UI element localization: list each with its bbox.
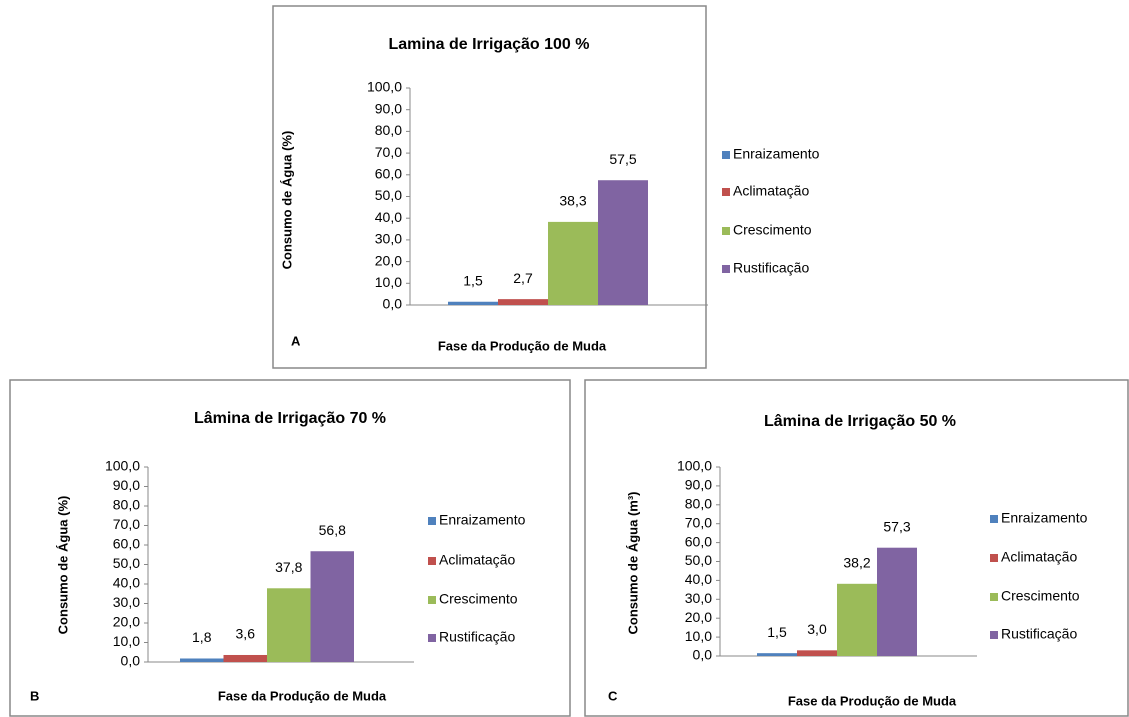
- value-label: 1,5: [767, 624, 787, 640]
- y-tick-label: 70,0: [113, 516, 140, 532]
- legend-swatch: [990, 554, 998, 562]
- value-label: 1,5: [463, 272, 483, 288]
- y-tick-label: 40,0: [113, 575, 140, 591]
- legend-label: Aclimatação: [439, 552, 515, 568]
- legend-swatch: [722, 151, 730, 159]
- y-tick-label: 100,0: [367, 79, 402, 95]
- panel-label: A: [291, 333, 301, 348]
- bar: [548, 221, 598, 305]
- legend-swatch: [722, 265, 730, 273]
- legend-label: Enraizamento: [1001, 510, 1088, 526]
- value-label: 38,3: [559, 193, 586, 209]
- value-label: 56,8: [319, 522, 346, 538]
- legend-label: Enraizamento: [733, 146, 820, 162]
- y-tick-label: 80,0: [685, 496, 712, 512]
- y-tick-label: 30,0: [375, 231, 402, 247]
- bar: [448, 301, 498, 305]
- bar: [837, 583, 877, 656]
- legend-label: Rustificação: [1001, 626, 1077, 642]
- x-axis-title: Fase da Produção de Muda: [788, 693, 957, 708]
- y-tick-label: 0,0: [693, 647, 713, 663]
- y-tick-label: 80,0: [375, 122, 402, 138]
- legend-swatch: [990, 593, 998, 601]
- legend-swatch: [428, 596, 436, 604]
- y-tick-label: 60,0: [375, 166, 402, 182]
- y-tick-label: 90,0: [113, 477, 140, 493]
- legend-swatch: [990, 515, 998, 523]
- legend-label: Crescimento: [439, 591, 518, 607]
- legend-label: Enraizamento: [439, 512, 526, 528]
- y-tick-label: 40,0: [685, 571, 712, 587]
- bar: [310, 551, 354, 662]
- y-tick-label: 0,0: [121, 653, 141, 669]
- legend-swatch: [722, 227, 730, 235]
- y-tick-label: 10,0: [685, 628, 712, 644]
- y-tick-label: 10,0: [375, 274, 402, 290]
- legend-swatch: [428, 517, 436, 525]
- value-label: 57,3: [883, 518, 910, 534]
- chart-title: Lâmina de Irrigação 70 %: [194, 410, 386, 427]
- y-tick-label: 100,0: [105, 458, 140, 474]
- y-tick-label: 80,0: [113, 497, 140, 513]
- legend-swatch: [428, 634, 436, 642]
- bar: [757, 653, 797, 656]
- y-tick-label: 20,0: [375, 252, 402, 268]
- x-axis-title: Fase da Produção de Muda: [218, 688, 387, 703]
- bar: [797, 650, 837, 656]
- y-tick-label: 50,0: [113, 555, 140, 571]
- bar: [598, 180, 648, 305]
- y-tick-label: 70,0: [375, 144, 402, 160]
- bar: [877, 547, 917, 656]
- y-tick-label: 60,0: [685, 533, 712, 549]
- y-tick-label: 0,0: [383, 296, 403, 312]
- legend-label: Aclimatação: [1001, 549, 1077, 565]
- y-tick-label: 50,0: [685, 552, 712, 568]
- panel-label: B: [30, 688, 39, 703]
- bar: [267, 588, 311, 662]
- y-tick-label: 40,0: [375, 209, 402, 225]
- y-tick-label: 60,0: [113, 536, 140, 552]
- bar: [180, 658, 224, 662]
- y-tick-label: 30,0: [685, 590, 712, 606]
- value-label: 3,6: [236, 626, 256, 642]
- panel-frame: [9, 379, 571, 717]
- panel-label: C: [608, 688, 618, 703]
- bar: [498, 299, 548, 305]
- panel-frame: [584, 379, 1129, 717]
- legend-swatch: [990, 631, 998, 639]
- x-axis-title: Fase da Produção de Muda: [438, 338, 607, 353]
- legend-swatch: [428, 557, 436, 565]
- y-tick-label: 30,0: [113, 594, 140, 610]
- y-tick-label: 50,0: [375, 187, 402, 203]
- legend-label: Crescimento: [733, 222, 812, 238]
- y-tick-label: 100,0: [677, 458, 712, 474]
- y-axis-title: Consumo de Água (%): [55, 496, 70, 635]
- legend-swatch: [722, 188, 730, 196]
- y-tick-label: 20,0: [113, 614, 140, 630]
- legend-label: Rustificação: [733, 260, 809, 276]
- y-tick-label: 20,0: [685, 609, 712, 625]
- bar: [223, 654, 267, 662]
- y-tick-label: 90,0: [375, 100, 402, 116]
- chart-title: Lamina de Irrigação 100 %: [389, 36, 590, 53]
- value-label: 37,8: [275, 559, 302, 575]
- y-tick-label: 70,0: [685, 514, 712, 530]
- y-axis-title: Consumo de Água (%): [279, 131, 294, 270]
- legend-label: Aclimatação: [733, 183, 809, 199]
- legend-label: Rustificação: [439, 629, 515, 645]
- y-tick-label: 10,0: [113, 633, 140, 649]
- y-tick-label: 90,0: [685, 477, 712, 493]
- value-label: 2,7: [513, 270, 533, 286]
- y-axis-title: Consumo de Água (m³): [625, 492, 640, 635]
- chart-title: Lâmina de Irrigação 50 %: [764, 413, 956, 430]
- legend-label: Crescimento: [1001, 588, 1080, 604]
- value-label: 38,2: [843, 555, 870, 571]
- value-label: 1,8: [192, 629, 212, 645]
- value-label: 3,0: [807, 621, 827, 637]
- value-label: 57,5: [609, 151, 636, 167]
